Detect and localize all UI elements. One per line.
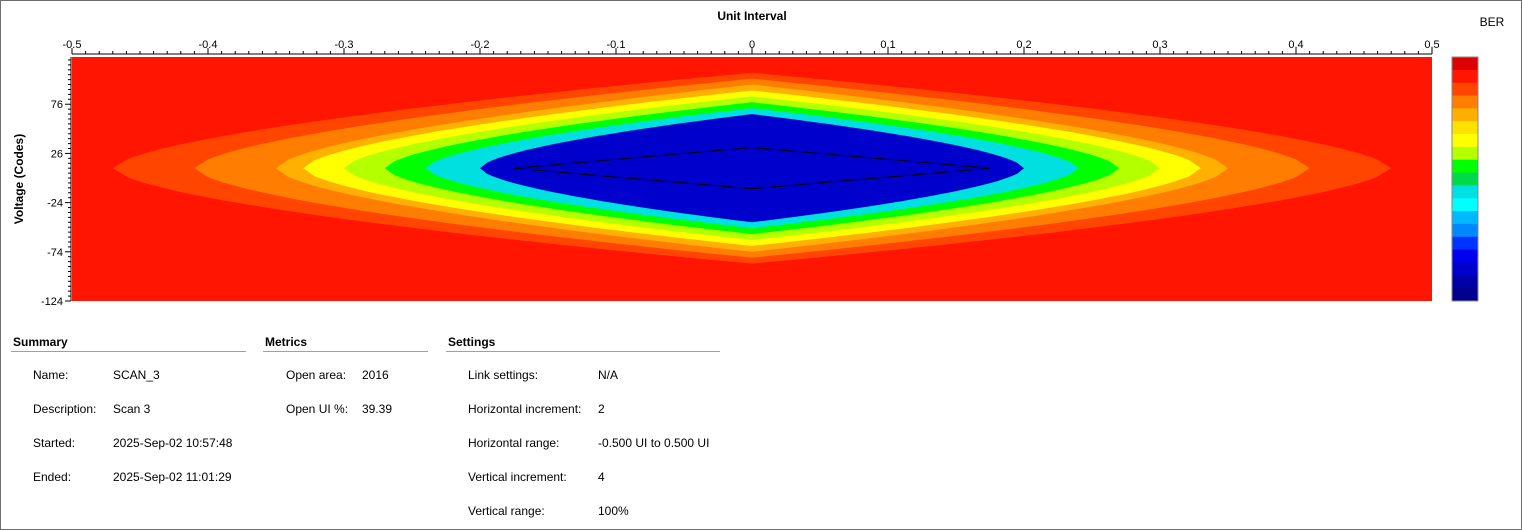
y-tick-label: -24 <box>47 198 63 210</box>
y-tick-label: 76 <box>51 99 63 111</box>
summary-row-label: Ended: <box>33 470 72 484</box>
settings-row-label: Horizontal increment: <box>468 402 582 416</box>
metrics-row-value: 39.39 <box>362 402 393 416</box>
x-tick-label: -0.5 <box>63 39 82 51</box>
metrics-divider <box>263 351 428 352</box>
metrics-title: Metrics <box>265 335 308 349</box>
colorbar-swatch <box>1452 69 1478 84</box>
summary-row-label: Description: <box>33 402 97 416</box>
colorbar-frame <box>1451 56 1479 302</box>
y-axis-title: Voltage (Codes) <box>12 134 26 224</box>
colorbar-swatch <box>1452 57 1478 71</box>
colorbar-swatch <box>1452 198 1478 212</box>
x-tick-label: 0.4 <box>1288 39 1303 51</box>
summary-title: Summary <box>13 335 68 349</box>
x-tick-label: 0.2 <box>1016 39 1031 51</box>
eye-diagram-chart: -0.5 -0.4 -0.3 -0.2 -0.1 0 0.1 0.2 0.3 0.4 0.5 76 2… <box>12 9 1505 308</box>
x-tick-label: -0.1 <box>607 39 626 51</box>
x-tick-label: 0.1 <box>880 39 895 51</box>
summary-row-value: 2025-Sep-02 10:57:48 <box>113 436 233 450</box>
x-tick-label: -0.3 <box>335 39 354 51</box>
metrics-row-label: Open area: <box>286 368 347 382</box>
summary-row-label: Started: <box>33 436 76 450</box>
colorbar-swatch <box>1452 275 1478 289</box>
colorbar-swatch <box>1452 185 1478 199</box>
y-tick-label: -124 <box>41 296 63 308</box>
settings-divider <box>446 351 720 352</box>
colorbar-swatch <box>1452 236 1478 251</box>
colorbar-swatch <box>1452 134 1478 148</box>
settings-row-label: Link settings: <box>468 368 539 382</box>
settings-row-value: 100% <box>598 504 629 518</box>
colorbar-swatch <box>1452 249 1478 263</box>
metrics-row-label: Open UI %: <box>286 402 349 416</box>
eye-contour-7 <box>480 114 1024 223</box>
x-tick-label: 0 <box>749 39 755 51</box>
summary-row-label: Name: <box>33 368 69 382</box>
colorbar-swatch <box>1452 146 1478 161</box>
y-tick-label: -74 <box>47 247 63 259</box>
settings-row-label: Vertical range: <box>468 504 545 518</box>
colorbar-swatch <box>1452 172 1478 186</box>
colorbar-swatch <box>1452 211 1478 225</box>
open-area-outline <box>513 146 991 190</box>
settings-row-label: Horizontal range: <box>468 436 560 450</box>
x-tick-label: 0.5 <box>1424 39 1439 51</box>
colorbar-swatch <box>1452 121 1478 135</box>
colorbar-swatch <box>1452 223 1478 238</box>
settings-title: Settings <box>448 335 496 349</box>
x-tick-label: 0.3 <box>1152 39 1167 51</box>
y-tick-label: 26 <box>51 148 63 160</box>
settings-row-value: 2 <box>598 402 605 416</box>
summary-row-value: 2025-Sep-02 11:01:29 <box>113 470 232 484</box>
settings-row-value: 4 <box>598 470 605 484</box>
x-tick-label: -0.4 <box>199 39 218 51</box>
colorbar-swatch <box>1452 262 1478 276</box>
settings-row-value: -0.500 UI to 0.500 UI <box>598 436 710 450</box>
metrics-row-value: 2016 <box>362 368 389 382</box>
colorbar-swatch <box>1452 108 1478 122</box>
settings-row-value: N/A <box>598 368 619 382</box>
colorbar-swatch <box>1452 82 1478 97</box>
x-tick-label: -0.2 <box>471 39 490 51</box>
colorbar-title: BER <box>1480 15 1505 29</box>
settings-row-label: Vertical increment: <box>468 470 567 484</box>
summary-divider <box>11 351 246 352</box>
summary-row-value: Scan 3 <box>113 402 151 416</box>
summary-row-value: SCAN_3 <box>113 368 160 382</box>
x-axis-title: Unit Interval <box>717 9 786 23</box>
colorbar-swatch <box>1452 288 1478 302</box>
colorbar-swatch <box>1452 159 1478 174</box>
colorbar-swatch <box>1452 95 1478 109</box>
